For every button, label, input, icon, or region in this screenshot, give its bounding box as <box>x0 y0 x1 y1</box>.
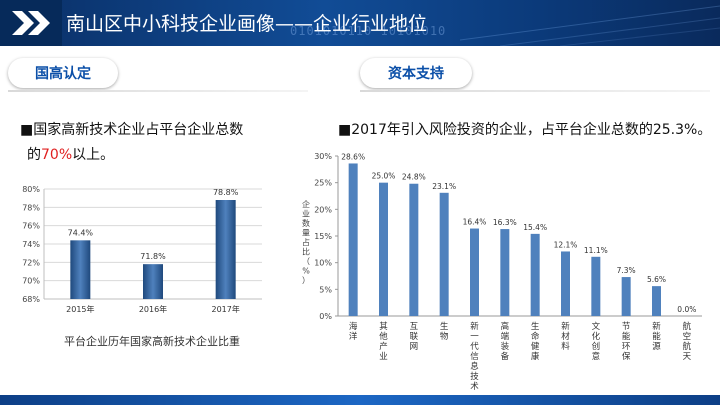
y-tick-label: 30% <box>314 152 332 161</box>
data-label: 24.8% <box>402 173 426 182</box>
x-tick-label: 2016年 <box>139 304 167 314</box>
x-tick-label: 生物 <box>440 321 449 342</box>
y-tick-label: 68% <box>22 295 40 304</box>
left-description-line2: 的70%以上。 <box>20 143 320 168</box>
left-description-line1: ■国家高新技术企业占平台企业总数 <box>20 122 244 138</box>
left-chart-caption: 平台企业历年国家高新技术企业比重 <box>64 335 240 348</box>
binary-decoration: 0101010110 10101010 <box>290 24 447 38</box>
left-description: ■国家高新技术企业占平台企业总数 的70%以上。 <box>20 118 320 168</box>
x-tick-label: 航空航天 <box>683 321 692 362</box>
data-label: 23.1% <box>432 182 456 191</box>
header-light-streaks <box>460 5 720 46</box>
data-label: 16.3% <box>493 218 517 227</box>
double-chevron-icon <box>12 11 50 35</box>
footer-bar <box>0 395 720 405</box>
x-tick-label: 新材料 <box>561 321 570 352</box>
highlight-percentage: 70% <box>41 147 73 163</box>
data-label: 12.1% <box>554 240 578 249</box>
data-label: 25.0% <box>372 172 396 181</box>
bar <box>409 183 419 316</box>
bar <box>470 228 479 316</box>
data-label: 28.6% <box>341 152 365 161</box>
bar <box>215 200 236 299</box>
data-label: 71.8% <box>140 252 166 261</box>
vc-industry-chart-svg: 0% 5% 10% 15% 20% 25% 30% 企业数量占比（%） 28.6% 海洋 25.0%… <box>302 152 702 392</box>
bar <box>348 163 358 316</box>
x-tick-label: 新能源 <box>652 321 661 352</box>
data-label: 5.6% <box>647 275 666 284</box>
x-tick-label: 2017年 <box>211 304 239 314</box>
x-tick-label: 2015年 <box>66 304 94 314</box>
hitech-ratio-chart-svg: 68% 70% 72% 74% 76% 78% 80% 74.4% 2015年 71.8% 2016… <box>22 185 262 314</box>
data-label: 7.3% <box>617 266 636 275</box>
y-tick-label: 70% <box>22 277 40 286</box>
page-title: 南山区中小科技企业画像——企业行业地位 <box>66 13 428 35</box>
y-tick-label: 80% <box>22 185 40 194</box>
data-label: 16.4% <box>463 218 487 227</box>
x-tick-label: 文化创意 <box>592 321 601 362</box>
x-tick-label: 生命健康 <box>531 321 540 362</box>
y-tick-label: 10% <box>314 259 332 268</box>
bar <box>530 233 540 316</box>
bar <box>561 251 570 316</box>
bar <box>439 192 449 316</box>
y-tick-label: 78% <box>22 203 40 212</box>
y-tick-label: 25% <box>314 179 332 188</box>
y-tick-label: 15% <box>314 232 332 241</box>
header-bar: 0101010110 10101010 南山区中小科技企业画像——企业行业地位 <box>0 0 720 46</box>
x-tick-label: 互联网 <box>410 322 419 352</box>
section-divider-left <box>8 90 308 92</box>
data-label: 15.4% <box>523 223 547 232</box>
x-tick-label: 其他产业 <box>379 322 388 362</box>
section-label-right: 资本支持 <box>360 58 472 88</box>
bar <box>621 277 631 316</box>
y-tick-label: 76% <box>22 222 40 231</box>
vc-industry-chart: 0% 5% 10% 15% 20% 25% 30% 企业数量占比（%） 28.6% 海洋 25.0%… <box>290 145 710 395</box>
bar <box>379 182 388 316</box>
x-tick-label: 海洋 <box>349 321 358 342</box>
bar <box>591 256 601 316</box>
x-tick-label: 节能环保 <box>622 322 631 362</box>
chevron-block <box>0 0 62 46</box>
hitech-ratio-chart: 68% 70% 72% 74% 76% 78% 80% 74.4% 2015年 71.8% 2016… <box>0 180 275 320</box>
data-label: 78.8% <box>213 188 239 197</box>
bar <box>500 229 510 316</box>
data-label: 11.1% <box>584 246 608 255</box>
y-tick-label: 5% <box>319 285 332 294</box>
data-label: 0.0% <box>677 305 696 314</box>
left-line2-suffix: 以上。 <box>72 147 115 163</box>
y-tick-label: 74% <box>22 240 40 249</box>
y-tick-label: 72% <box>22 258 40 267</box>
section-divider-right <box>360 90 710 92</box>
bar <box>143 264 163 299</box>
right-description: ■2017年引入风险投资的企业，占平台企业总数的25.3%。 <box>338 122 712 138</box>
bar <box>652 286 661 316</box>
x-tick-label: 高端装备 <box>501 321 510 362</box>
y-tick-label: 20% <box>314 205 332 214</box>
y-tick-label: 0% <box>319 312 332 321</box>
bar <box>70 240 91 299</box>
x-tick-label: 新一代信息技术 <box>470 321 479 392</box>
y-axis-title: 企业数量占比（%） <box>302 199 310 285</box>
data-label: 74.4% <box>68 228 94 237</box>
section-label-left: 国高认定 <box>8 58 118 88</box>
left-line2-prefix: 的 <box>27 147 41 163</box>
